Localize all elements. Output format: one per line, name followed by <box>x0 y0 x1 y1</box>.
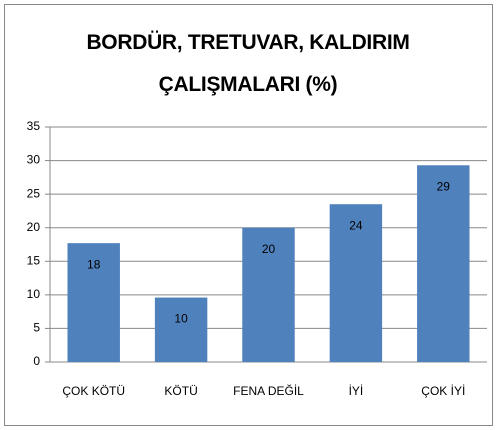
x-tick-label: KÖTÜ <box>164 384 197 398</box>
x-tick-label: İYİ <box>349 384 364 398</box>
x-tick-label: ÇOK İYİ <box>421 384 465 398</box>
bar <box>417 165 470 362</box>
y-tick-label: 0 <box>33 354 40 368</box>
frame <box>4 4 493 426</box>
data-label: 10 <box>174 312 188 326</box>
bar <box>329 204 383 362</box>
x-tick-label: ÇOK KÖTÜ <box>62 384 125 398</box>
chart-title: BORDÜR, TRETUVAR, KALDIRIM ÇALIŞMALARI (… <box>86 31 410 96</box>
y-tick-label: 10 <box>27 287 41 301</box>
bar <box>154 297 208 362</box>
y-tick-label: 35 <box>27 119 41 133</box>
x-tick-label: FENA DEĞİL <box>233 383 304 398</box>
y-tick-label: 15 <box>27 253 41 267</box>
data-label: 18 <box>87 257 101 271</box>
y-tick-label: 20 <box>27 220 41 234</box>
bar <box>242 227 295 362</box>
y-tick-label: 25 <box>27 186 41 200</box>
data-label: 20 <box>262 242 276 256</box>
data-label: 29 <box>437 179 451 193</box>
y-tick-label: 5 <box>33 321 40 335</box>
data-label: 24 <box>349 218 363 232</box>
y-tick-label: 30 <box>27 153 41 167</box>
bar <box>67 243 120 362</box>
